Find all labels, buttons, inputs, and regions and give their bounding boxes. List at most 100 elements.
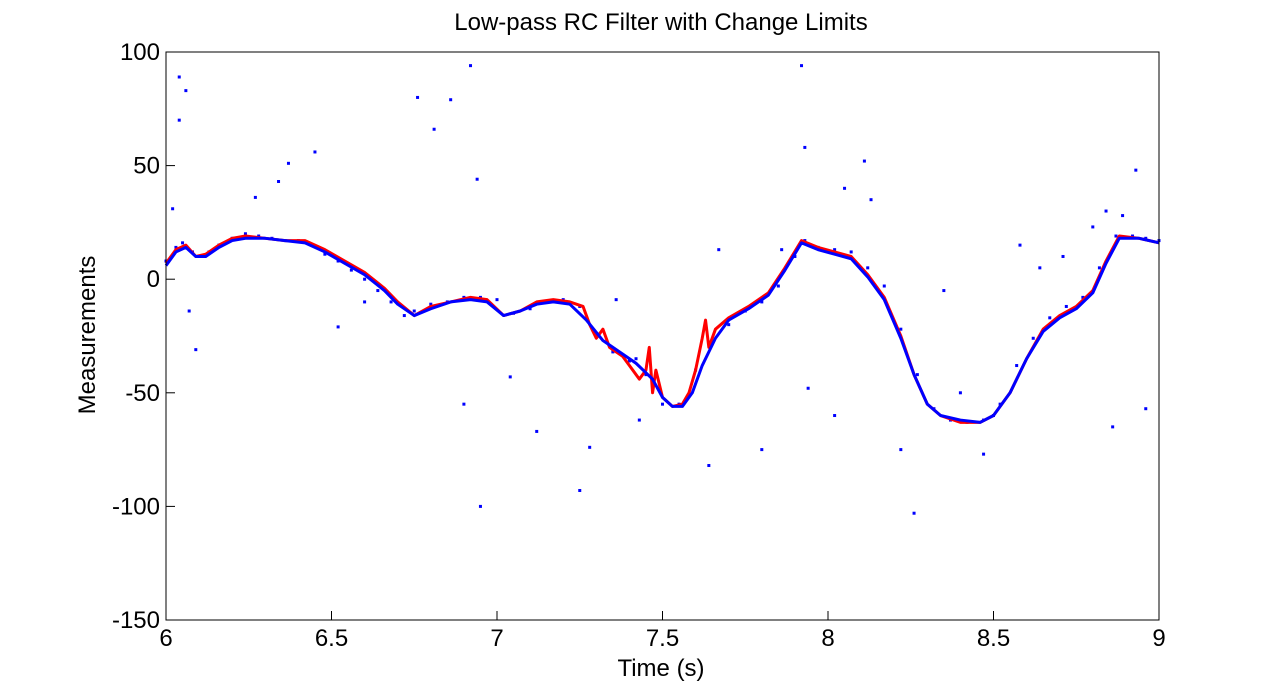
scatter-point [1031, 336, 1035, 340]
x-tick-label: 7 [490, 625, 503, 652]
scatter-point [1121, 214, 1125, 218]
scatter-point [637, 418, 641, 422]
scatter-point [727, 323, 731, 327]
scatter-point [776, 284, 780, 288]
scatter-point [833, 414, 837, 418]
y-tick-label: 0 [147, 266, 160, 293]
x-tick-label: 8 [821, 625, 834, 652]
scatter-point [416, 95, 420, 99]
scatter-point [286, 161, 290, 165]
scatter-point [982, 452, 986, 456]
x-tick-label: 6.5 [315, 625, 348, 652]
scatter-point [469, 64, 473, 68]
scatter-point [402, 314, 406, 318]
scatter-point [578, 488, 582, 492]
scatter-point [1048, 316, 1052, 320]
y-tick-label: 50 [133, 153, 160, 180]
scatter-point [849, 250, 853, 254]
x-tick-label: 8.5 [977, 625, 1010, 652]
scatter-point [634, 357, 638, 361]
scatter-point [806, 386, 810, 390]
y-tick-label: 100 [120, 39, 160, 66]
scatter-point [389, 300, 393, 304]
scatter-point [1015, 364, 1019, 368]
scatter-point [177, 118, 181, 122]
scatter-point [253, 195, 257, 199]
scatter-point [1134, 168, 1138, 172]
scatter-point [614, 298, 618, 302]
scatter-point [313, 150, 317, 154]
scatter-point [1018, 243, 1022, 247]
scatter-point [535, 429, 539, 433]
scatter-point [843, 186, 847, 190]
scatter-point [833, 248, 837, 252]
scatter-point [187, 309, 191, 313]
scatter-point [277, 180, 281, 184]
scatter-point [1064, 304, 1068, 308]
y-tick-label: -150 [112, 607, 160, 634]
x-axis: 6 6.5 7 7.5 8 8.5 9 [159, 611, 1166, 652]
scatter-point [495, 298, 499, 302]
scatter-point [780, 248, 784, 252]
scatter-point [862, 159, 866, 163]
scatter-point [177, 75, 181, 79]
scatter-point [707, 464, 711, 468]
scatter-point [194, 348, 198, 352]
scatter-point [462, 402, 466, 406]
scatter-point [942, 289, 946, 293]
scatter-point [1061, 254, 1065, 258]
scatter-point [912, 511, 916, 515]
scatter-point [528, 307, 532, 311]
x-tick-label: 7.5 [646, 625, 679, 652]
scatter-point [1091, 225, 1095, 229]
chart-title: Low-pass RC Filter with Change Limits [454, 9, 867, 36]
scatter-point [866, 266, 870, 270]
scatter-point [478, 504, 482, 508]
y-tick-label: -50 [125, 380, 160, 407]
x-tick-label: 6 [159, 625, 172, 652]
scatter-point [449, 98, 453, 102]
scatter-point [803, 145, 807, 149]
scatter-point [336, 325, 340, 329]
y-tick-label: -100 [112, 493, 160, 520]
scatter-point [869, 198, 873, 202]
scatter-point [1131, 234, 1135, 238]
scatter-point [627, 359, 631, 363]
scatter-point [915, 373, 919, 377]
scatter-point [800, 64, 804, 68]
y-axis-label: Measurements [74, 256, 101, 415]
scatter-point [1111, 425, 1115, 429]
scatter-point [760, 448, 764, 452]
scatter-point [184, 89, 188, 93]
scatter-point [1144, 407, 1148, 411]
x-axis-label: Time (s) [617, 655, 704, 682]
scatter-point [363, 300, 367, 304]
scatter-point [760, 300, 764, 304]
scatter-point [1081, 295, 1085, 299]
scatter-point [588, 445, 592, 449]
scatter-point [323, 252, 327, 256]
scatter-point [508, 375, 512, 379]
scatter-point [1104, 209, 1108, 213]
x-tick-label: 9 [1152, 625, 1165, 652]
scatter-point [899, 327, 903, 331]
scatter-point [661, 402, 664, 406]
scatter-point [432, 127, 436, 131]
blue-filter-line [164, 236, 1160, 424]
scatter-point [429, 302, 433, 306]
scatter-series [164, 64, 1161, 515]
scatter-point [181, 241, 185, 245]
scatter-point [1114, 234, 1118, 238]
scatter-point [475, 177, 479, 181]
scatter-point [349, 268, 353, 272]
scatter-point [363, 277, 367, 281]
scatter-point [243, 232, 247, 236]
scatter-point [1097, 266, 1101, 270]
scatter-point [717, 248, 721, 252]
plot-area [164, 64, 1161, 515]
scatter-point [171, 207, 175, 211]
scatter-point [899, 448, 903, 452]
y-axis: -150 -100 -50 0 50 100 [112, 39, 175, 634]
scatter-point [376, 289, 380, 293]
